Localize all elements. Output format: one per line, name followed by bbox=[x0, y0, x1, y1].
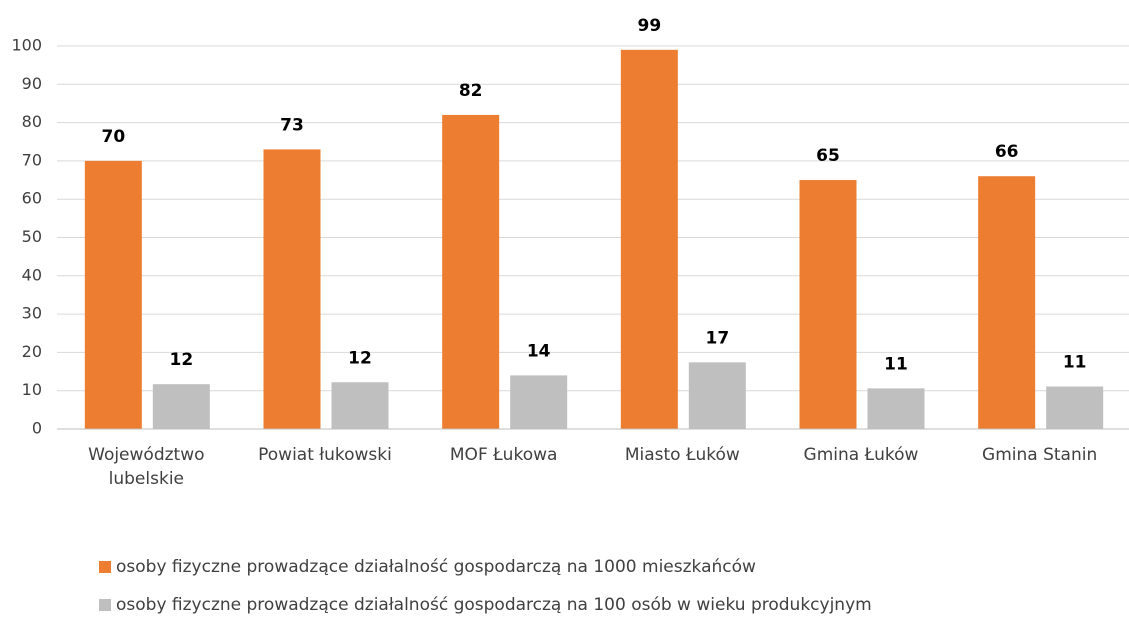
data-label: 65 bbox=[816, 146, 840, 166]
legend-swatch bbox=[99, 561, 111, 573]
data-label: 12 bbox=[169, 350, 193, 370]
bar bbox=[867, 388, 925, 429]
data-label: 17 bbox=[705, 328, 729, 348]
y-tick-label: 100 bbox=[11, 36, 42, 55]
legend-label: osoby fizyczne prowadzące działalność go… bbox=[116, 595, 872, 615]
y-tick-label: 60 bbox=[22, 189, 42, 208]
data-label: 73 bbox=[280, 115, 304, 135]
data-label: 11 bbox=[884, 354, 908, 374]
y-tick-label: 50 bbox=[22, 227, 42, 246]
bar bbox=[688, 362, 746, 429]
bar bbox=[510, 375, 568, 429]
y-tick-label: 30 bbox=[22, 304, 42, 323]
y-tick-label: 80 bbox=[22, 112, 42, 131]
bar bbox=[620, 49, 678, 430]
x-tick-label: Powiat łukowski bbox=[258, 445, 392, 465]
y-tick-label: 10 bbox=[22, 380, 42, 399]
data-label: 12 bbox=[348, 348, 372, 368]
x-tick-label: Gmina Stanin bbox=[982, 445, 1098, 465]
y-tick-label: 90 bbox=[22, 74, 42, 93]
data-label: 14 bbox=[527, 341, 551, 361]
bar bbox=[1046, 386, 1104, 429]
legend-swatch bbox=[99, 599, 111, 611]
x-tick-label: MOF Łukowa bbox=[449, 445, 558, 465]
bar bbox=[152, 384, 210, 429]
x-tick-label: Gmina Łuków bbox=[803, 445, 919, 465]
data-label: 66 bbox=[995, 142, 1019, 162]
data-label: 70 bbox=[101, 127, 125, 147]
bar bbox=[331, 382, 389, 429]
x-tick-label: Miasto Łuków bbox=[624, 445, 740, 465]
y-tick-label: 20 bbox=[22, 342, 42, 361]
data-label: 11 bbox=[1063, 352, 1087, 372]
bar bbox=[263, 149, 321, 429]
data-label: 99 bbox=[637, 16, 661, 36]
bar bbox=[978, 176, 1036, 429]
y-tick-label: 40 bbox=[22, 265, 42, 284]
legend-label: osoby fizyczne prowadzące działalność go… bbox=[116, 557, 756, 577]
x-tick-label: Województwo lubelskie bbox=[88, 445, 205, 489]
y-tick-label: 0 bbox=[32, 419, 42, 438]
bar bbox=[84, 160, 142, 429]
y-tick-label: 70 bbox=[22, 150, 42, 169]
bar bbox=[799, 180, 857, 429]
bar bbox=[442, 114, 500, 429]
data-label: 82 bbox=[459, 81, 483, 101]
